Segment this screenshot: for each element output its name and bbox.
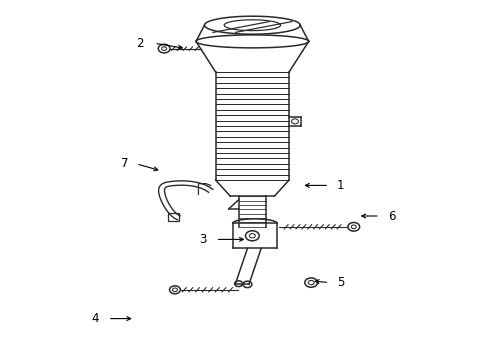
Text: 5: 5 (337, 276, 344, 289)
Text: 1: 1 (337, 179, 344, 192)
Text: 6: 6 (388, 210, 396, 222)
Text: 7: 7 (121, 157, 129, 170)
Text: 4: 4 (92, 312, 99, 325)
Text: 3: 3 (199, 233, 207, 246)
Text: 2: 2 (136, 37, 144, 50)
Bar (168, 213, 179, 221)
